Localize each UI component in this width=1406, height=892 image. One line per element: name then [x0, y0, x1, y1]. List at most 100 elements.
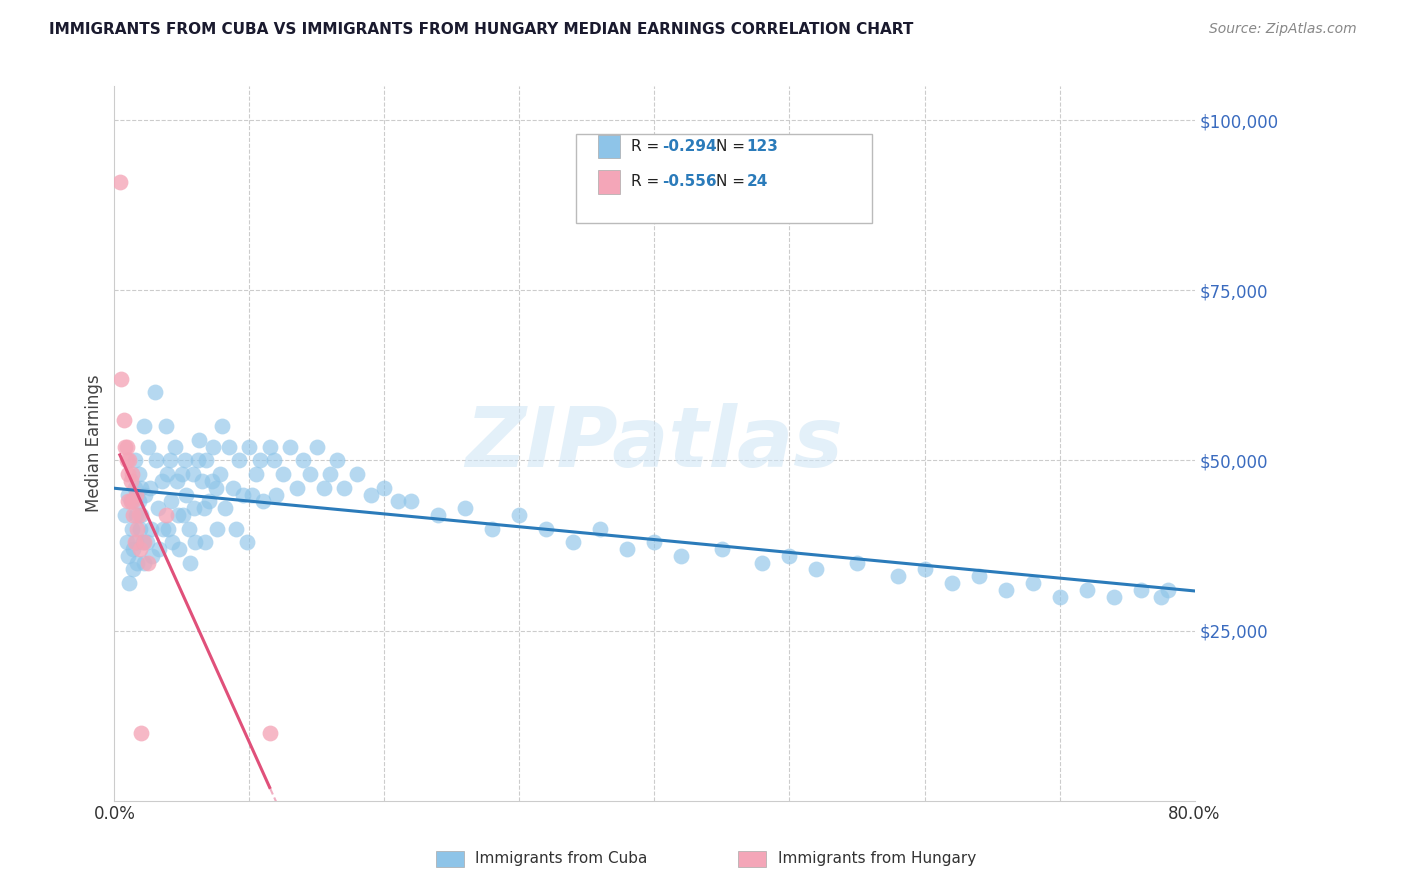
Point	[132, 535, 155, 549]
Point	[941, 576, 963, 591]
Point	[195, 453, 218, 467]
Point	[124, 535, 146, 549]
Text: Immigrants from Hungary: Immigrants from Hungary	[778, 852, 976, 866]
Point	[188, 433, 211, 447]
Text: N =: N =	[716, 175, 749, 189]
Point	[235, 535, 257, 549]
Point	[1021, 576, 1043, 591]
Point	[373, 481, 395, 495]
Point	[536, 522, 558, 536]
Point	[136, 556, 159, 570]
Point	[143, 385, 166, 400]
Point	[114, 440, 136, 454]
Point	[128, 467, 150, 482]
Point	[222, 481, 245, 495]
Point	[299, 467, 322, 482]
Point	[1049, 590, 1071, 604]
Point	[117, 494, 139, 508]
Point	[194, 535, 217, 549]
Point	[135, 535, 157, 549]
Point	[191, 474, 214, 488]
Point	[1156, 582, 1178, 597]
Point	[117, 487, 139, 501]
Point	[136, 440, 159, 454]
Point	[118, 453, 141, 467]
Point	[167, 541, 190, 556]
Point	[914, 562, 936, 576]
Point	[205, 522, 228, 536]
Text: R =: R =	[631, 175, 665, 189]
Point	[218, 440, 240, 454]
Point	[120, 494, 142, 508]
Point	[181, 467, 204, 482]
Point	[127, 522, 149, 536]
Point	[184, 535, 207, 549]
Text: Immigrants from Cuba: Immigrants from Cuba	[475, 852, 648, 866]
Point	[228, 453, 250, 467]
Point	[751, 556, 773, 570]
Point	[114, 508, 136, 522]
Point	[710, 541, 733, 556]
Point	[1076, 582, 1098, 597]
Text: 24: 24	[747, 175, 768, 189]
Point	[183, 501, 205, 516]
Point	[427, 508, 450, 522]
Point	[846, 556, 869, 570]
Point	[208, 467, 231, 482]
Point	[238, 440, 260, 454]
Point	[211, 419, 233, 434]
Point	[204, 481, 226, 495]
Point	[263, 453, 285, 467]
Text: 123: 123	[747, 139, 779, 153]
Point	[122, 494, 145, 508]
Point	[121, 467, 143, 482]
Point	[121, 522, 143, 536]
Point	[110, 372, 132, 386]
Point	[132, 419, 155, 434]
Point	[259, 725, 281, 739]
Point	[139, 522, 162, 536]
Point	[167, 508, 190, 522]
Point	[131, 481, 153, 495]
Point	[240, 487, 263, 501]
Point	[125, 487, 148, 501]
Point	[249, 453, 271, 467]
Point	[146, 501, 169, 516]
Point	[129, 522, 152, 536]
Point	[162, 535, 184, 549]
Point	[122, 508, 145, 522]
Point	[259, 440, 281, 454]
Point	[120, 494, 142, 508]
Point	[387, 494, 409, 508]
Text: N =: N =	[716, 139, 749, 153]
Point	[125, 508, 148, 522]
Point	[589, 522, 612, 536]
Point	[177, 522, 200, 536]
Point	[118, 576, 141, 591]
Point	[117, 467, 139, 482]
Point	[150, 474, 173, 488]
Point	[124, 453, 146, 467]
Point	[1129, 582, 1152, 597]
Point	[173, 453, 195, 467]
Point	[125, 535, 148, 549]
Point	[148, 541, 170, 556]
Point	[115, 453, 138, 467]
Point	[346, 467, 368, 482]
Point	[333, 481, 356, 495]
Point	[174, 487, 197, 501]
Point	[266, 487, 288, 501]
Text: R =: R =	[631, 139, 665, 153]
Point	[994, 582, 1017, 597]
Text: ZIPatlas: ZIPatlas	[465, 403, 844, 484]
Point	[252, 494, 274, 508]
Point	[152, 522, 174, 536]
Point	[232, 487, 254, 501]
Point	[214, 501, 236, 516]
Point	[285, 481, 308, 495]
Point	[170, 467, 193, 482]
Point	[360, 487, 382, 501]
Point	[193, 501, 215, 516]
Point	[155, 508, 177, 522]
Point	[454, 501, 477, 516]
